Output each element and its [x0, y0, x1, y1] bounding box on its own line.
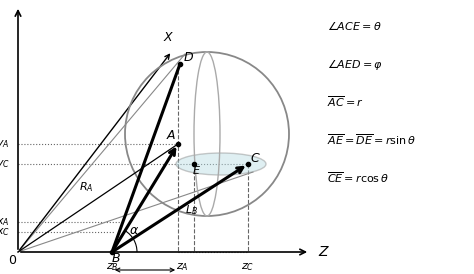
Text: C: C [251, 152, 259, 165]
Text: A: A [167, 129, 175, 142]
Text: Z: Z [318, 245, 328, 259]
Text: $x_A$: $x_A$ [0, 216, 10, 228]
Text: $z_C$: $z_C$ [241, 261, 255, 273]
Text: Y: Y [14, 0, 22, 3]
Text: $\angle AED = \varphi$: $\angle AED = \varphi$ [327, 56, 383, 72]
Text: $R_A$: $R_A$ [79, 180, 93, 194]
Text: X: X [164, 31, 173, 44]
Text: $y_C$: $y_C$ [0, 158, 10, 170]
Text: $\angle ACE = \theta$: $\angle ACE = \theta$ [327, 19, 382, 33]
Text: $y_A$: $y_A$ [0, 138, 10, 150]
Text: $z_A$: $z_A$ [176, 261, 188, 273]
Text: $\overline{CE} = r\cos\theta$: $\overline{CE} = r\cos\theta$ [327, 171, 389, 185]
Text: $\overline{AC} = r$: $\overline{AC} = r$ [327, 95, 364, 109]
Ellipse shape [176, 153, 266, 175]
Text: D: D [183, 51, 193, 64]
Text: $\alpha$: $\alpha$ [129, 224, 139, 237]
Text: $z_B$: $z_B$ [106, 261, 118, 273]
Text: $\overline{AE} = \overline{DE} = r\sin\theta$: $\overline{AE} = \overline{DE} = r\sin\t… [327, 133, 416, 147]
Text: 0: 0 [8, 253, 16, 267]
Text: $L_A$: $L_A$ [138, 272, 152, 274]
Text: E: E [192, 166, 200, 176]
Text: $L_B$: $L_B$ [185, 203, 199, 217]
Text: B: B [112, 252, 120, 265]
Text: $x_C$: $x_C$ [0, 226, 10, 238]
